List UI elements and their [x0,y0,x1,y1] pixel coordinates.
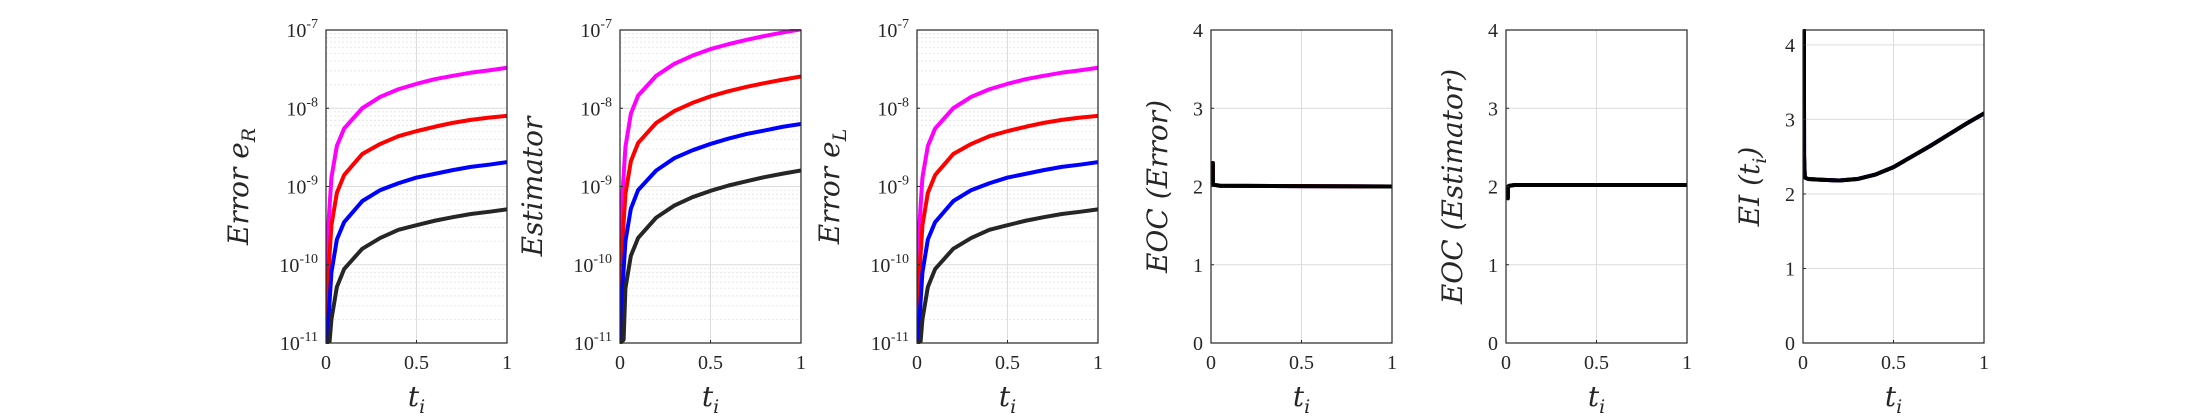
x-tick-label: 1 [1093,352,1103,374]
x-tick-label: 0 [1206,352,1216,374]
x-tick-label: 1 [1979,352,1989,374]
series-line-3 [1506,182,1687,201]
series-group [620,29,801,344]
series-line-3 [1211,161,1392,189]
x-tick-label: 0 [1501,352,1511,374]
series-line-3 [326,160,507,344]
series-line-4 [326,207,507,344]
subplot-6: 0 0.5 1 0 1 2 3 4 ti EI (ti) [1733,29,1989,417]
x-tick-label: 0 [321,352,331,374]
x-axis-label: ti [1588,380,1605,417]
x-tick-label: 0.5 [1881,352,1906,374]
series-line-1 [326,65,507,344]
y-tick-label: 1 [1785,258,1795,280]
y-tick-label: 10-7 [286,17,318,42]
y-tick-label: 10-10 [279,252,318,277]
series-line-1 [917,65,1098,344]
y-tick-label: 10-8 [286,95,318,120]
y-tick-label: 10-10 [573,252,612,277]
series-group [326,65,507,344]
x-tick-label: 1 [1387,352,1397,374]
y-axis-label: EI (ti) [1733,147,1771,228]
x-axis-label: ti [1293,380,1310,417]
series-line-1 [620,29,801,344]
x-tick-label: 1 [1682,352,1692,374]
x-axis-label: ti [999,380,1016,417]
y-tick-label: 0 [1785,333,1795,355]
series-line-2 [917,113,1098,344]
y-tick-label: 3 [1785,109,1795,131]
y-tick-label: 10-11 [574,330,612,355]
y-axis-label: EOC (Estimator) [1436,69,1469,305]
x-axis-label: ti [702,380,719,417]
series-line-4 [917,207,1098,344]
series-line-4 [620,168,801,344]
y-tick-label: 10-9 [286,174,318,199]
x-axis-label: ti [1885,380,1902,417]
x-tick-label: 0.5 [1289,352,1314,374]
series-line-3 [1803,29,1984,183]
y-axis-label: EOC (Error) [1141,100,1174,274]
y-axis-label: Error eL [813,129,851,246]
series-group [1506,182,1687,201]
x-tick-label: 0.5 [1584,352,1609,374]
y-tick-label: 10-11 [280,330,318,355]
series-group [1211,161,1392,189]
x-tick-label: 0 [912,352,922,374]
y-tick-label: 3 [1488,98,1498,120]
y-tick-label: 10-9 [877,174,909,199]
series-line-3 [917,160,1098,344]
x-tick-label: 0.5 [698,352,723,374]
y-tick-label: 2 [1193,177,1203,199]
series-group [917,65,1098,344]
y-tick-label: 10-9 [580,174,612,199]
y-tick-label: 10-11 [871,330,909,355]
y-tick-label: 3 [1193,98,1203,120]
subplot-3: 0 0.5 1 10-11 10-10 10-9 10-8 10-7 ti Error eL [813,17,1103,417]
y-axis-label: Estimator [516,115,549,257]
subplot-4: 0 0.5 1 0 1 2 3 4 ti EOC (Error) [1141,20,1397,417]
y-tick-label: 0 [1488,333,1498,355]
y-tick-label: 1 [1193,255,1203,277]
x-axis-label: ti [408,380,425,417]
y-tick-label: 10-8 [877,95,909,120]
y-tick-label: 4 [1785,35,1795,57]
y-tick-label: 2 [1488,177,1498,199]
subplot-2: 0 0.5 1 10-11 10-10 10-9 10-8 10-7 ti Estimator [516,17,806,417]
y-tick-label: 2 [1785,184,1795,206]
y-tick-label: 10-7 [580,17,612,42]
series-line-2 [326,113,507,344]
x-tick-label: 0 [1798,352,1808,374]
x-tick-label: 0.5 [995,352,1020,374]
x-tick-label: 0.5 [404,352,429,374]
y-tick-label: 10-8 [580,95,612,120]
series-line-2 [620,74,801,344]
y-tick-label: 10-7 [877,17,909,42]
x-tick-label: 0 [615,352,625,374]
y-axis-label: Error eR [222,128,260,246]
y-tick-label: 10-10 [870,252,909,277]
x-tick-label: 1 [502,352,512,374]
subplot-1: 0 0.5 1 10-11 10-10 10-9 10-8 10-7 ti Error eR [222,17,512,417]
series-line-3 [620,121,801,344]
subplot-5: 0 0.5 1 0 1 2 3 4 ti EOC (Estimator) [1436,20,1692,417]
y-tick-label: 4 [1193,20,1203,42]
y-tick-label: 4 [1488,20,1498,42]
y-tick-label: 0 [1193,333,1203,355]
y-tick-label: 1 [1488,255,1498,277]
x-tick-label: 1 [796,352,806,374]
series-group [1803,29,1984,183]
